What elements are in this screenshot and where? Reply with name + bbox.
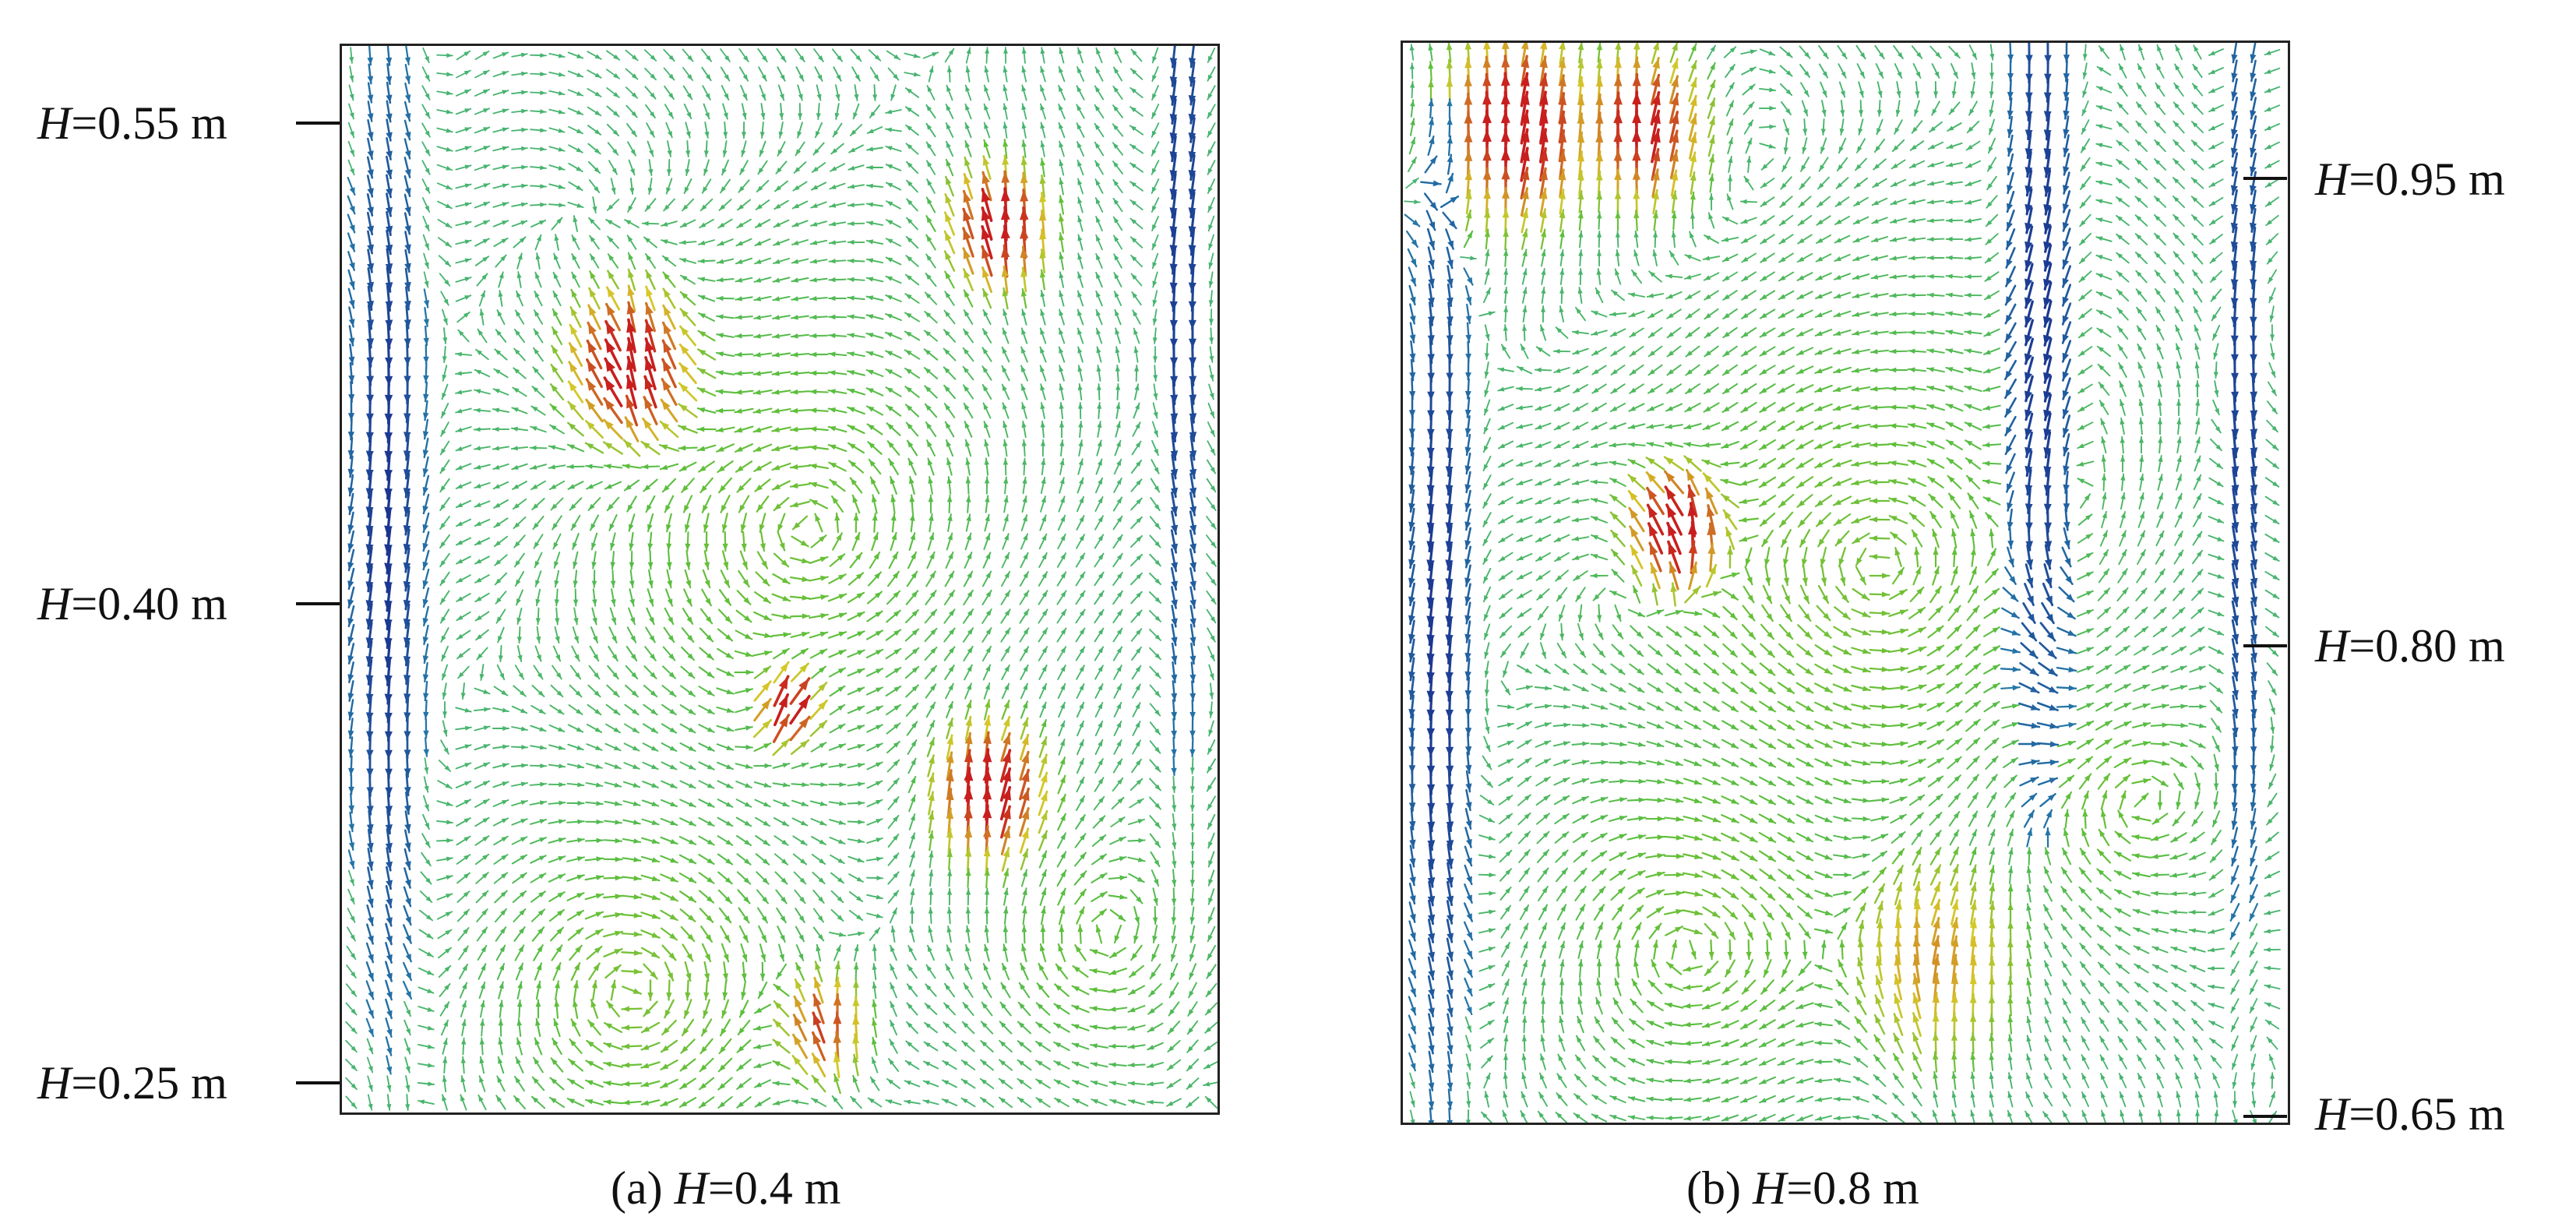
height-tick-a-mid [296, 602, 340, 605]
height-tick-a-top [296, 122, 340, 125]
height-label-b-top: H=0.95 m [2315, 153, 2505, 205]
height-label-b-bottom: H=0.65 m [2315, 1088, 2505, 1140]
caption-b: (b) H=0.8 m [1686, 1162, 1919, 1214]
height-tick-b-mid [2243, 644, 2287, 647]
caption-a: (a) H=0.4 m [611, 1162, 841, 1214]
height-label-a-bottom: H=0.25 m [37, 1057, 227, 1109]
height-tick-a-bottom [296, 1081, 340, 1084]
height-label-b-mid: H=0.80 m [2315, 620, 2505, 672]
velocity-vector-field-a [340, 44, 1220, 1115]
vector-arrows [345, 46, 1218, 1111]
height-tick-b-bottom [2243, 1115, 2287, 1118]
vector-arrows [1404, 43, 2281, 1123]
vector-plot-a [345, 46, 1218, 1111]
vector-plot-b [1404, 43, 2281, 1123]
height-tick-b-top [2243, 177, 2287, 180]
height-label-a-mid: H=0.40 m [37, 578, 227, 629]
velocity-vector-field-b [1401, 41, 2290, 1125]
height-label-a-top: H=0.55 m [37, 97, 227, 149]
